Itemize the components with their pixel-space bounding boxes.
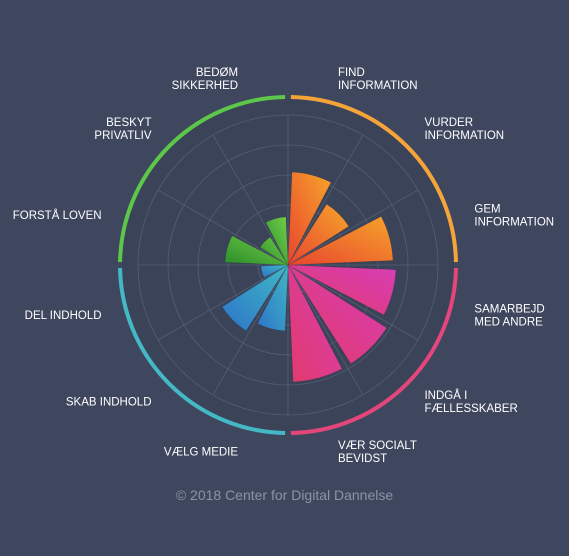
copyright-text: © 2018 Center for Digital Dannelse	[175, 487, 394, 503]
wedge-skab-indhold[interactable]	[221, 264, 289, 332]
wedge-forstå-loven[interactable]	[224, 235, 289, 266]
group-ring-orange	[290, 95, 458, 263]
grid-spoke	[287, 264, 364, 396]
grid-spoke	[157, 189, 289, 266]
category-label: FORSTÅ LOVEN	[13, 209, 102, 222]
category-label: BEDØM SIKKERHED	[172, 67, 238, 92]
grid-spoke	[157, 264, 289, 341]
wedge-indgå-i-fællesskaber[interactable]	[287, 264, 388, 365]
wedge-vær-socialt-bevidst[interactable]	[287, 264, 343, 383]
wedge-bedøm-sikkerhed[interactable]	[265, 216, 289, 266]
grid-spoke	[212, 134, 289, 266]
group-ring-green	[118, 95, 286, 263]
category-label: VURDER INFORMATION	[424, 117, 504, 142]
group-ring-teal	[118, 267, 286, 435]
category-label: VÆR SOCIALT BEVIDST	[338, 440, 417, 465]
wedge-find-information[interactable]	[287, 171, 332, 266]
grid-spoke	[287, 189, 419, 266]
bars	[221, 171, 397, 383]
group-rings	[118, 95, 458, 435]
wedge-samarbejd-med-andre[interactable]	[287, 264, 397, 316]
wedge-del-indhold[interactable]	[260, 264, 289, 278]
grid-spoke	[287, 134, 364, 266]
category-label: SKAB INDHOLD	[66, 396, 152, 408]
wedge-gem-information[interactable]	[287, 216, 394, 266]
category-label: BESKYT PRIVATLIV	[94, 117, 151, 142]
group-ring-pink	[290, 267, 458, 435]
category-label: INDGÅ I FÆLLESSKABER	[424, 389, 517, 415]
category-label: FIND INFORMATION	[338, 67, 418, 92]
wedge-beskyt-privatliv[interactable]	[259, 236, 289, 266]
category-label: VÆLG MEDIE	[164, 446, 238, 458]
category-label: DEL INDHOLD	[25, 310, 102, 322]
wedge-vurder-information[interactable]	[287, 203, 350, 266]
grid-spoke	[287, 264, 419, 341]
grid-spoke	[212, 264, 289, 396]
category-label: SAMARBEJD MED ANDRE	[474, 303, 544, 328]
grid	[137, 114, 439, 416]
category-label: GEM INFORMATION	[474, 204, 554, 229]
wedge-vælg-medie[interactable]	[257, 264, 289, 332]
